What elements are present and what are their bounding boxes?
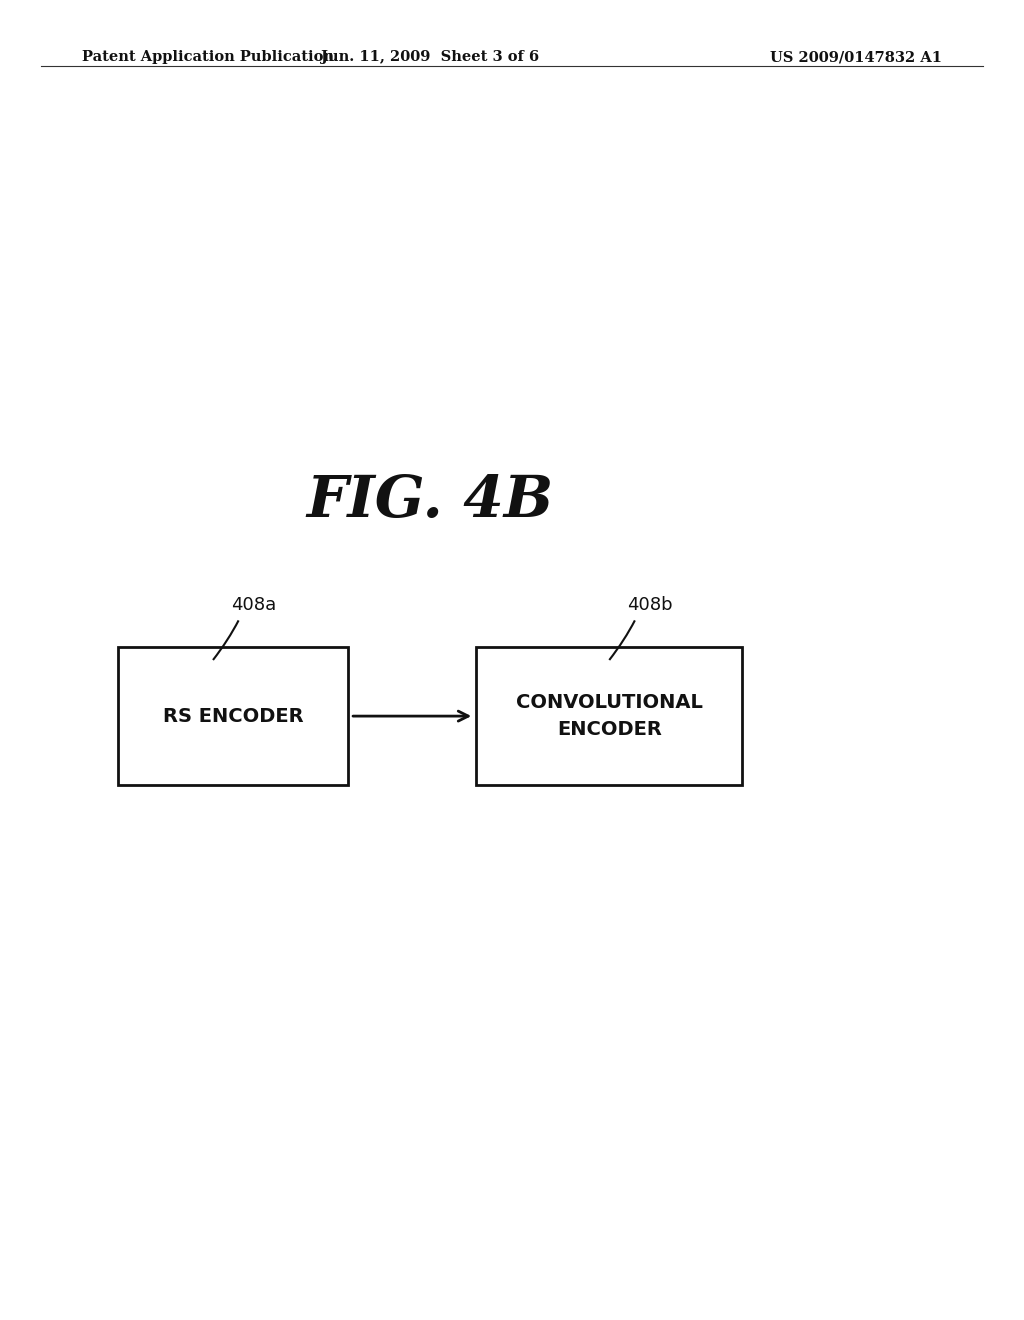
- Text: 408b: 408b: [628, 595, 673, 614]
- Text: Jun. 11, 2009  Sheet 3 of 6: Jun. 11, 2009 Sheet 3 of 6: [321, 50, 540, 65]
- Text: CONVOLUTIONAL
ENCODER: CONVOLUTIONAL ENCODER: [516, 693, 702, 739]
- Text: FIG. 4B: FIG. 4B: [306, 474, 554, 529]
- FancyBboxPatch shape: [476, 647, 742, 785]
- FancyBboxPatch shape: [118, 647, 348, 785]
- Text: Patent Application Publication: Patent Application Publication: [82, 50, 334, 65]
- Text: 408a: 408a: [231, 595, 276, 614]
- Text: RS ENCODER: RS ENCODER: [163, 706, 303, 726]
- Text: US 2009/0147832 A1: US 2009/0147832 A1: [770, 50, 942, 65]
